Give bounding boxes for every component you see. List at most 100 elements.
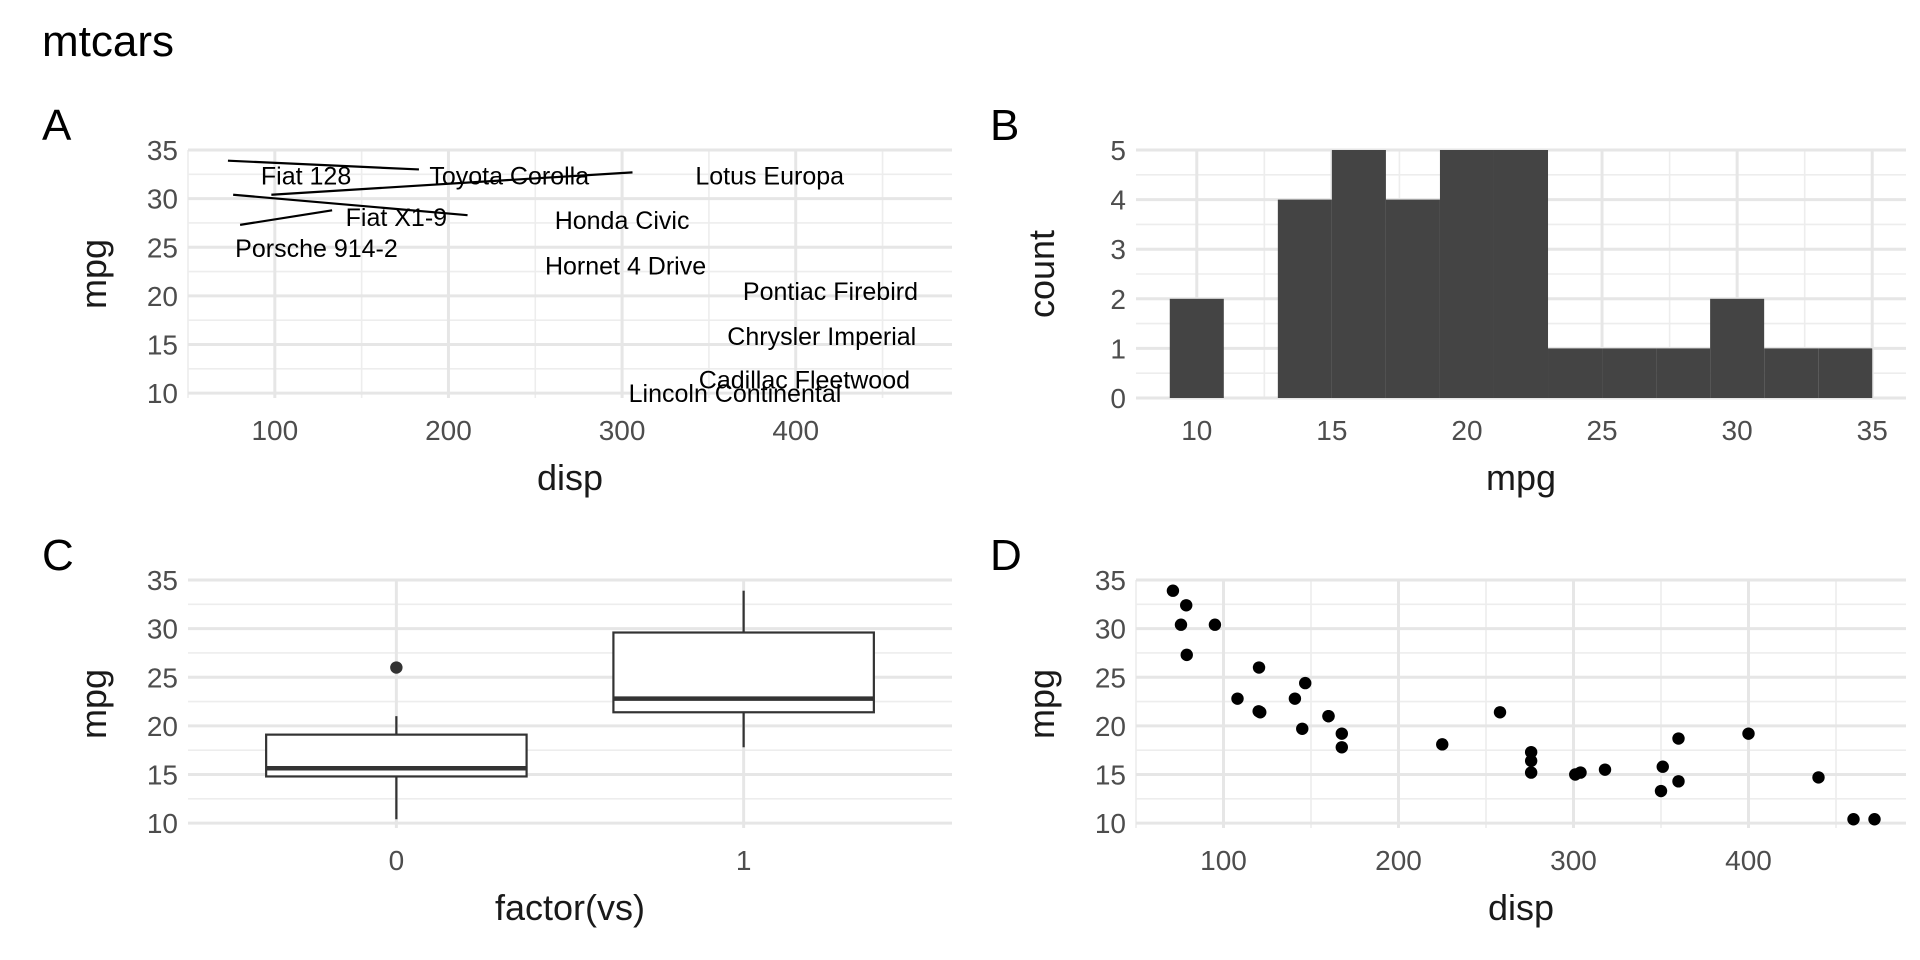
y-tick-label: 20 [1095,711,1126,742]
y-tick-label: 25 [147,232,178,263]
y-axis-label: mpg [73,669,114,739]
panel-d: 10 15 20 25 30 35 100 200 300 400 disp mpg D [990,531,1906,928]
label-connector [227,159,419,171]
x-tick-label: 100 [251,415,298,446]
histogram-bar [1277,199,1332,398]
data-point [1598,763,1612,776]
data-point [1524,745,1538,759]
data-point [1166,584,1180,597]
point-label: Chrysler Imperial [727,323,916,351]
data-point [1812,771,1825,784]
point-label: Lotus Europa [695,162,844,190]
x-axis-label: disp [1488,887,1554,928]
y-tick-label: 10 [1095,808,1126,839]
x-tick-label: 300 [599,415,646,446]
y-tick-label: 1 [1110,333,1126,364]
data-point [1672,732,1685,745]
panel-tag: A [42,101,72,150]
histogram-bar [1493,150,1549,398]
data-point [1322,709,1335,723]
point-label: Honda Civic [555,207,690,235]
data-point [1335,727,1349,740]
point-label: Toyota Corolla [429,162,589,190]
y-tick-label: 35 [147,565,178,596]
panel-b: 0 1 2 3 4 5 10 15 20 25 30 35 mpg count B [990,101,1906,498]
data-point [1654,784,1668,798]
point-label: Lincoln Continental [629,380,842,408]
panel-tag: B [990,101,1019,150]
y-tick-label: 10 [147,378,178,409]
point-label: Pontiac Firebird [743,278,918,306]
panel-c: 10 15 20 25 30 35 0 1 factor(vs) mpg C [42,531,952,928]
data-point [1288,692,1302,705]
x-tick-label: 100 [1200,845,1247,876]
panel-tag: D [990,531,1022,580]
histogram-bar [1602,348,1657,398]
data-point [1493,706,1507,719]
data-point [1299,676,1312,690]
y-tick-label: 15 [1095,760,1126,791]
y-tick-label: 30 [1095,614,1126,645]
y-tick-label: 35 [1095,565,1126,596]
y-tick-label: 4 [1110,185,1126,216]
label-connector [271,171,633,196]
point-label: Cadillac Fleetwood [699,367,910,395]
y-tick-label: 10 [147,808,178,839]
x-axis-label: factor(vs) [495,887,645,928]
data-point [1656,760,1669,773]
x-tick-label: 0 [389,845,405,876]
data-point [1524,766,1538,779]
y-tick-label: 20 [147,281,178,312]
point-label: Porsche 914-2 [235,235,398,263]
figure-title: mtcars [42,17,174,66]
data-point [1868,813,1881,826]
x-tick-label: 30 [1722,415,1753,446]
y-tick-label: 20 [147,711,178,742]
data-point [1254,706,1267,719]
point-label: Hornet 4 Drive [545,253,706,281]
data-point [1335,741,1349,754]
data-point [1180,599,1193,612]
x-tick-label: 15 [1316,415,1347,446]
x-tick-label: 10 [1181,415,1212,446]
x-tick-label: 400 [1725,845,1772,876]
y-tick-label: 15 [147,760,178,791]
label-connector [233,193,468,217]
data-point [1847,813,1860,826]
y-tick-label: 0 [1110,383,1126,414]
data-point [1296,722,1309,735]
histogram-bar [1656,348,1711,398]
histogram-bar [1764,348,1819,398]
data-point [1180,648,1193,662]
data-point [1672,775,1685,788]
histogram-bar [1548,348,1603,398]
data-point [1742,727,1755,740]
box-outlier [390,661,403,674]
point-label: Fiat 128 [261,162,351,190]
x-axis-label: mpg [1486,457,1556,498]
histogram-bar [1385,199,1440,398]
y-tick-label: 25 [147,662,178,693]
y-axis-label: mpg [1021,669,1062,739]
data-point [1208,618,1222,631]
point-label: Fiat X1-9 [346,204,447,232]
y-tick-label: 2 [1110,284,1126,315]
histogram-bar [1710,298,1765,398]
y-tick-label: 30 [147,614,178,645]
x-tick-label: 400 [772,415,819,446]
x-axis-label: disp [537,457,603,498]
y-tick-label: 3 [1110,234,1126,265]
x-tick-label: 20 [1451,415,1482,446]
y-tick-label: 30 [147,184,178,215]
x-tick-label: 35 [1857,415,1888,446]
y-axis-label: count [1021,230,1062,318]
x-tick-label: 200 [1375,845,1422,876]
x-tick-label: 25 [1586,415,1617,446]
x-tick-label: 1 [736,845,752,876]
data-point [1174,618,1188,631]
y-tick-label: 35 [147,135,178,166]
y-axis-label: mpg [73,239,114,309]
x-tick-label: 300 [1550,845,1597,876]
